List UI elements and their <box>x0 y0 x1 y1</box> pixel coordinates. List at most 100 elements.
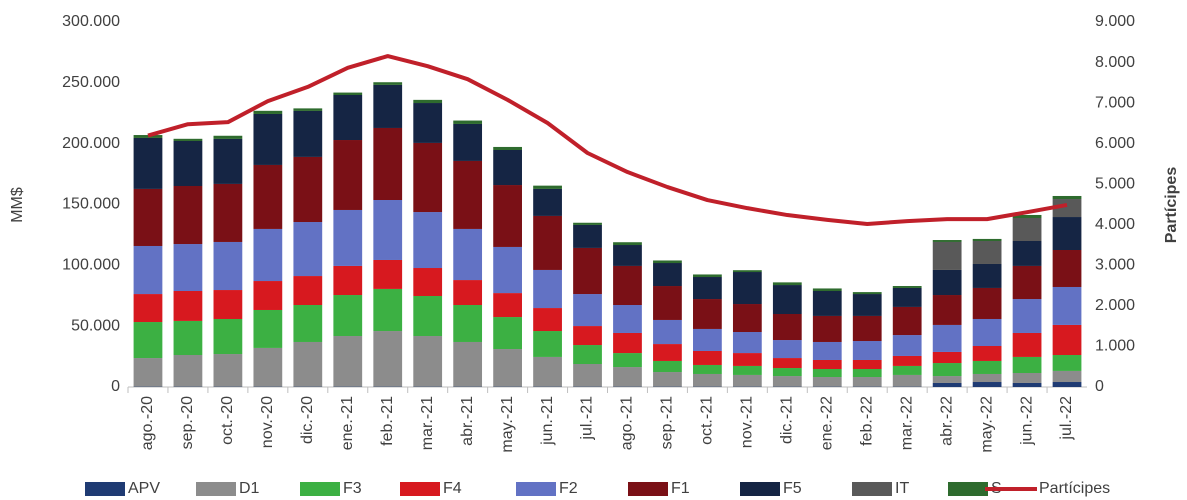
bar-segment <box>1012 373 1042 383</box>
bar-segment <box>213 318 243 355</box>
y-tick-label: 100.000 <box>62 257 120 274</box>
bar-segment <box>772 314 802 341</box>
x-tick-label: sep.-20 <box>179 396 196 449</box>
bar-segment <box>533 308 562 332</box>
bar-segment <box>173 140 203 187</box>
bar-segment <box>413 336 443 387</box>
bar-segment <box>693 328 722 351</box>
bar-segment <box>1052 199 1082 218</box>
bar-segment <box>173 291 203 321</box>
bar-segment <box>892 374 922 387</box>
bar-segment <box>453 120 483 124</box>
bar-segment <box>533 188 562 216</box>
bar-segment <box>413 99 443 104</box>
bar-segment <box>413 268 443 296</box>
x-tick-label: feb.-21 <box>379 396 396 446</box>
bar-segment <box>413 103 443 143</box>
x-tick-label: sep.-21 <box>659 396 676 449</box>
bar-segment <box>133 137 163 189</box>
x-tick-label: ene.-21 <box>339 396 356 450</box>
x-tick-label: oct.-21 <box>699 396 716 445</box>
y2-tick-label: 1.000 <box>1095 338 1135 355</box>
bar-segment <box>253 228 283 282</box>
bar-segment <box>892 335 922 356</box>
bar-segment <box>213 138 243 184</box>
legend-label: F3 <box>343 480 362 497</box>
y2-tick-label: 2.000 <box>1095 297 1135 314</box>
bar-segment <box>453 304 483 342</box>
bar-segment <box>852 294 882 316</box>
legend-swatch <box>400 482 440 496</box>
x-tick-label: jul.-22 <box>1058 396 1075 441</box>
legend-swatch <box>628 482 668 496</box>
y-tick-label: 150.000 <box>62 196 120 213</box>
bar-segment <box>453 160 483 229</box>
bar-segment <box>732 332 762 354</box>
bar-segment <box>133 322 163 359</box>
x-tick-label: abr.-21 <box>459 396 476 446</box>
y2-tick-label: 5.000 <box>1095 175 1135 192</box>
bar-segment <box>972 318 1002 346</box>
bar-segment <box>852 341 882 360</box>
bar-segment <box>213 290 243 319</box>
bar-segment <box>1012 265 1042 300</box>
x-tick-label: ene.-22 <box>818 396 835 450</box>
bar-segment <box>653 286 682 320</box>
bar-segment <box>732 304 762 333</box>
legend-label: APV <box>128 480 160 497</box>
bar-segment <box>1012 218 1042 241</box>
bar-segment <box>573 294 602 327</box>
bar-segment <box>293 304 323 342</box>
y-tick-label: 300.000 <box>62 13 120 30</box>
legend-label: F4 <box>443 480 462 497</box>
bar-segment <box>1012 332 1042 357</box>
y2-tick-label: 4.000 <box>1095 216 1135 233</box>
bar-segment <box>453 123 483 161</box>
legend-swatch <box>852 482 892 496</box>
legend-label: D1 <box>239 480 260 497</box>
bar-segment <box>1052 382 1082 387</box>
bar-segment <box>453 228 483 281</box>
y-tick-label: 200.000 <box>62 135 120 152</box>
bar-segment <box>812 341 842 360</box>
bar-segment <box>133 188 163 246</box>
bar-segment <box>613 332 642 354</box>
bar-segment <box>413 142 443 213</box>
bar-segment <box>1052 195 1082 200</box>
bar-segment <box>932 363 962 377</box>
bar-segment <box>653 344 682 361</box>
legend-swatch <box>300 482 340 496</box>
bar-segment <box>293 108 323 111</box>
bar-segment <box>772 368 802 377</box>
bar-segment <box>373 331 403 387</box>
bar-segment <box>972 373 1002 383</box>
bar-segment <box>892 306 922 336</box>
bar-segment <box>173 244 203 292</box>
bar-segment <box>653 372 682 387</box>
bar-segment <box>613 367 642 387</box>
bar-segment <box>133 135 163 138</box>
bar-segment <box>493 149 522 186</box>
bar-segment <box>573 224 602 248</box>
bar-segment <box>493 146 522 150</box>
y2-tick-label: 7.000 <box>1095 94 1135 111</box>
bar-segment <box>972 287 1002 319</box>
x-tick-label: mar.-21 <box>419 396 436 450</box>
bar-segment <box>533 269 562 309</box>
bar-segment <box>613 304 642 333</box>
bar-segment <box>1012 356 1042 374</box>
legend-label: F2 <box>559 480 578 497</box>
bar-segment <box>573 345 602 365</box>
x-tick-label: mar.-22 <box>898 396 915 450</box>
bar-segment <box>693 350 722 365</box>
bar-segment <box>533 185 562 189</box>
bar-segment <box>972 263 1002 288</box>
bar-segment <box>493 246 522 294</box>
y2-tick-label: 0 <box>1095 378 1104 395</box>
x-tick-label: dic.-20 <box>299 396 316 444</box>
bar-segment <box>772 376 802 387</box>
bar-segment <box>852 315 882 342</box>
bar-segment <box>972 238 1002 241</box>
bar-segment <box>693 274 722 278</box>
bar-segment <box>972 241 1002 264</box>
